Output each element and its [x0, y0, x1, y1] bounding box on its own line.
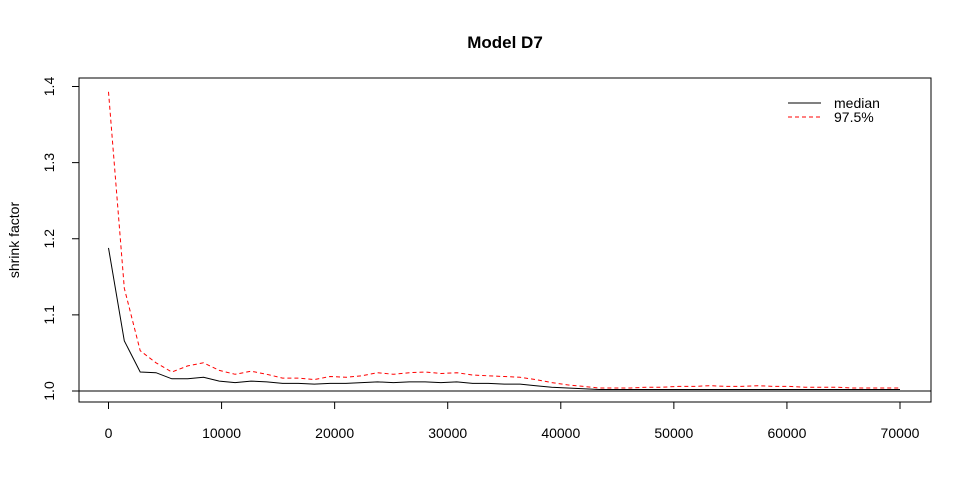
chart-title: Model D7 [467, 33, 543, 52]
y-tick-label: 1.2 [41, 229, 57, 249]
y-tick-label: 1.1 [41, 305, 57, 325]
series-line-median [108, 247, 900, 390]
x-tick-label: 0 [105, 425, 113, 441]
plot-area: 0 10000 20000 30000 40000 50000 60000 70000 1.0 1… [41, 77, 932, 441]
x-tick-label: 30000 [428, 425, 467, 441]
x-tick-label: 60000 [767, 425, 806, 441]
series-line-upper [108, 91, 900, 389]
x-tick-label: 20000 [315, 425, 354, 441]
legend-label: 97.5% [834, 109, 874, 125]
y-tick-label: 1.4 [41, 77, 57, 97]
x-tick-label: 40000 [541, 425, 580, 441]
x-tick-label: 10000 [202, 425, 241, 441]
y-tick-label: 1.3 [41, 153, 57, 173]
y-axis-label: shrink factor [6, 202, 22, 279]
x-tick-label: 50000 [654, 425, 693, 441]
x-tick-label: 70000 [881, 425, 920, 441]
legend-label: median [834, 95, 880, 111]
y-tick-label: 1.0 [41, 381, 57, 401]
